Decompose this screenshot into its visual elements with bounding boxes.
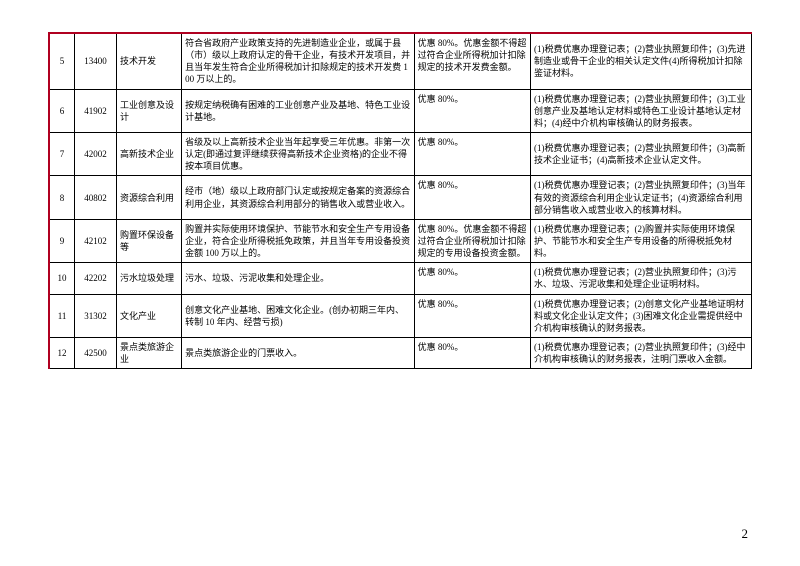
row-pref: 优惠 80%。优惠金额不得超过符合企业所得税加计扣除规定的专用设备投资金额。 — [414, 219, 530, 262]
table-row: 1131302文化产业创意文化产业基地、困难文化企业。(创办初期三年内、转制 1… — [49, 294, 752, 337]
row-req: (1)税费优惠办理登记表；(2)营业执照复印件；(3)高新技术企业证书；(4)高… — [530, 132, 751, 175]
row-req: (1)税费优惠办理登记表；(2)创意文化产业基地证明材料或文化企业认定文件；(3… — [530, 294, 751, 337]
row-name: 污水垃圾处理 — [116, 263, 181, 294]
row-code: 13400 — [75, 33, 117, 89]
row-index: 12 — [49, 337, 75, 368]
row-index: 11 — [49, 294, 75, 337]
row-index: 5 — [49, 33, 75, 89]
row-name: 资源综合利用 — [116, 176, 181, 219]
row-pref: 优惠 80%。 — [414, 263, 530, 294]
row-desc: 污水、垃圾、污泥收集和处理企业。 — [182, 263, 415, 294]
row-pref: 优惠 80%。 — [414, 89, 530, 132]
table-row: 840802资源综合利用经市（地）级以上政府部门认定或按规定备案的资源综合利用企… — [49, 176, 752, 219]
row-desc: 按规定纳税确有困难的工业创意产业及基地、特色工业设计基地。 — [182, 89, 415, 132]
row-desc: 经市（地）级以上政府部门认定或按规定备案的资源综合利用企业，其资源综合利用部分的… — [182, 176, 415, 219]
page-number: 2 — [742, 526, 749, 542]
row-index: 9 — [49, 219, 75, 262]
row-name: 工业创意及设计 — [116, 89, 181, 132]
row-pref: 优惠 80%。 — [414, 337, 530, 368]
row-name: 购置环保设备等 — [116, 219, 181, 262]
row-code: 42002 — [75, 132, 117, 175]
table-row: 641902工业创意及设计按规定纳税确有困难的工业创意产业及基地、特色工业设计基… — [49, 89, 752, 132]
row-desc: 符合省政府产业政策支持的先进制造业企业，或属于县（市）级以上政府认定的骨干企业，… — [182, 33, 415, 89]
row-req: (1)税费优惠办理登记表；(2)购置并实际使用环境保护、节能节水和安全生产专用设… — [530, 219, 751, 262]
row-index: 6 — [49, 89, 75, 132]
policy-table: 513400技术开发符合省政府产业政策支持的先进制造业企业，或属于县（市）级以上… — [48, 32, 752, 369]
row-code: 31302 — [75, 294, 117, 337]
row-code: 41902 — [75, 89, 117, 132]
row-desc: 创意文化产业基地、困难文化企业。(创办初期三年内、转制 10 年内、经营亏损) — [182, 294, 415, 337]
row-code: 42500 — [75, 337, 117, 368]
row-req: (1)税费优惠办理登记表；(2)营业执照复印件；(3)污水、垃圾、污泥收集和处理… — [530, 263, 751, 294]
table-row: 742002高新技术企业省级及以上高新技术企业当年起享受三年优惠。非第一次认定(… — [49, 132, 752, 175]
row-desc: 省级及以上高新技术企业当年起享受三年优惠。非第一次认定(即通过复评继续获得高新技… — [182, 132, 415, 175]
row-req: (1)税费优惠办理登记表；(2)营业执照复印件；(3)当年有效的资源综合利用企业… — [530, 176, 751, 219]
row-index: 8 — [49, 176, 75, 219]
row-code: 40802 — [75, 176, 117, 219]
row-index: 10 — [49, 263, 75, 294]
row-pref: 优惠 80%。 — [414, 294, 530, 337]
row-desc: 景点类旅游企业的门票收入。 — [182, 337, 415, 368]
page-container: 513400技术开发符合省政府产业政策支持的先进制造业企业，或属于县（市）级以上… — [0, 0, 800, 381]
row-code: 42202 — [75, 263, 117, 294]
row-req: (1)税费优惠办理登记表；(2)营业执照复印件；(3)先进制造业或骨干企业的相关… — [530, 33, 751, 89]
row-pref: 优惠 80%。 — [414, 132, 530, 175]
row-code: 42102 — [75, 219, 117, 262]
row-req: (1)税费优惠办理登记表；(2)营业执照复印件；(3)经中介机构审核确认的财务报… — [530, 337, 751, 368]
row-pref: 优惠 80%。优惠金额不得超过符合企业所得税加计扣除规定的技术开发费金额。 — [414, 33, 530, 89]
table-row: 513400技术开发符合省政府产业政策支持的先进制造业企业，或属于县（市）级以上… — [49, 33, 752, 89]
row-pref: 优惠 80%。 — [414, 176, 530, 219]
row-desc: 购置并实际使用环境保护、节能节水和安全生产专用设备企业，符合企业所得税抵免政策，… — [182, 219, 415, 262]
row-name: 高新技术企业 — [116, 132, 181, 175]
table-row: 1042202污水垃圾处理污水、垃圾、污泥收集和处理企业。优惠 80%。(1)税… — [49, 263, 752, 294]
row-name: 景点类旅游企业 — [116, 337, 181, 368]
row-index: 7 — [49, 132, 75, 175]
row-name: 技术开发 — [116, 33, 181, 89]
row-name: 文化产业 — [116, 294, 181, 337]
table-row: 1242500景点类旅游企业景点类旅游企业的门票收入。优惠 80%。(1)税费优… — [49, 337, 752, 368]
table-row: 942102购置环保设备等购置并实际使用环境保护、节能节水和安全生产专用设备企业… — [49, 219, 752, 262]
row-req: (1)税费优惠办理登记表；(2)营业执照复印件；(3)工业创意产业及基地认定材料… — [530, 89, 751, 132]
